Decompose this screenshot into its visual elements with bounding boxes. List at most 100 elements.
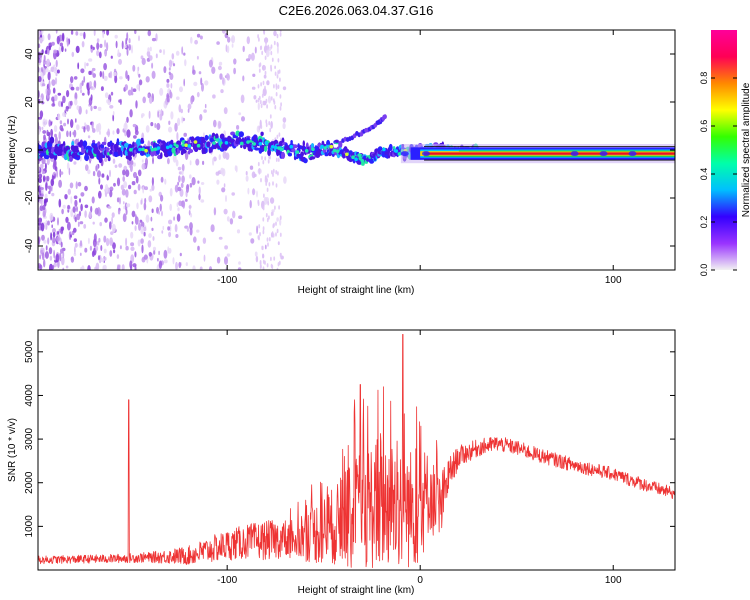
- spectrogram-cell: [273, 30, 277, 37]
- spectrogram-cell: [226, 73, 230, 81]
- spectrogram-cell: [128, 44, 131, 51]
- spectrogram-cell: [304, 149, 309, 153]
- spectrogram-cell: [139, 219, 143, 223]
- spectrogram-cell: [264, 244, 267, 250]
- spectrogram-cell: [140, 137, 144, 143]
- spectrogram-cell: [141, 244, 144, 254]
- spectrogram-cell: [104, 92, 109, 99]
- spectrogram-cell: [183, 132, 187, 137]
- spectrogram-cell: [99, 43, 103, 49]
- spectrogram-cell: [178, 171, 182, 175]
- spectrogram-cell: [125, 70, 128, 79]
- spectrogram-cell: [181, 170, 184, 176]
- spectrogram-cell: [61, 45, 64, 53]
- spectrogram-cell: [213, 119, 217, 128]
- spectrogram-cell: [58, 131, 61, 141]
- colorbar-ticks: 0.0 0.2 0.4 0.6 0.8: [699, 72, 737, 276]
- spectrogram-cell: [38, 217, 42, 224]
- spectrogram-cell: [145, 76, 150, 83]
- spectrogram-cell: [383, 114, 387, 120]
- spectrogram-cell: [278, 132, 281, 137]
- spectrogram-content: [38, 30, 675, 270]
- spectrogram-cell: [88, 81, 93, 87]
- spectrogram-cell: [79, 221, 84, 225]
- spectrogram-cell: [109, 105, 114, 109]
- spectrogram-cell: [186, 226, 189, 232]
- spectrogram-cell: [83, 126, 86, 133]
- spectrogram-cell: [84, 185, 88, 192]
- spectrogram-cell: [338, 140, 343, 149]
- spectrogram-cell: [87, 237, 90, 245]
- spectrogram-cell: [270, 121, 273, 129]
- spectrogram-cell: [128, 184, 132, 190]
- spectrogram-cell: [50, 66, 55, 73]
- spectrogram-cell: [125, 245, 129, 251]
- spectrogram-cell: [131, 210, 136, 218]
- spectrogram-cell: [88, 70, 92, 75]
- spectrogram-cell: [151, 70, 156, 79]
- spectrogram-cell: [109, 150, 113, 154]
- spectrogram-cell: [43, 177, 45, 183]
- spectrogram-cell: [85, 109, 88, 115]
- spectrogram-cell: [198, 142, 204, 149]
- spectrogram-cell: [104, 217, 108, 223]
- spectrogram-cell: [268, 237, 271, 242]
- spectrogram-cell: [49, 212, 54, 221]
- spectrogram-cell: [138, 73, 141, 78]
- spectrogram-cell: [84, 210, 87, 218]
- spectrogram-cell: [47, 185, 51, 189]
- spectrogram-cell: [245, 175, 249, 182]
- spectrogram-cell: [148, 233, 152, 239]
- spectrogram-cell: [52, 99, 55, 106]
- spectrogram-cell: [215, 138, 219, 142]
- spectrogram-cell: [119, 197, 121, 205]
- spectrogram-cell: [261, 245, 264, 251]
- spectrogram-cell: [87, 265, 91, 270]
- spectrogram-cell: [628, 151, 637, 157]
- spectrogram-cell: [262, 259, 265, 264]
- spectrogram-cell: [180, 108, 183, 114]
- spectrogram-cell: [50, 232, 53, 241]
- spectrogram-cell: [189, 174, 192, 179]
- spectrogram-cell: [74, 92, 78, 101]
- spectrogram-cell: [276, 267, 279, 270]
- spectrogram-cell: [81, 80, 84, 87]
- spectrogram-cell: [332, 148, 337, 153]
- spectrogram-cell: [77, 62, 80, 70]
- spectrogram-cell: [112, 111, 115, 116]
- spectrogram-cell: [65, 265, 69, 269]
- spectrogram-cell: [213, 207, 217, 216]
- spectrogram-cell: [103, 63, 107, 71]
- spectrogram-cell: [279, 30, 282, 33]
- spectrogram-cell: [93, 105, 97, 110]
- spectrogram-cell: [226, 45, 230, 54]
- spectrogram-cell: [150, 149, 156, 157]
- spectrogram-cell: [279, 232, 282, 237]
- spectrogram-cell: [89, 210, 92, 218]
- spectrogram-cell: [86, 62, 89, 67]
- spectrogram-cell: [309, 156, 316, 160]
- spectrogram-cell: [174, 122, 178, 132]
- spectrogram-cell: [43, 239, 47, 244]
- spectrogram-cell: [191, 177, 196, 186]
- spectrogram-cell: [70, 76, 74, 84]
- spectrogram-cell: [267, 95, 272, 104]
- spectrogram-cell: [100, 258, 105, 263]
- spectrogram-cell: [270, 197, 275, 204]
- spectrogram-cell: [126, 116, 129, 123]
- spectrogram-cell: [251, 86, 256, 90]
- spectrogram-cell: [279, 218, 282, 226]
- spectrogram-cell: [262, 253, 265, 259]
- spectrogram-cell: [252, 73, 256, 78]
- spectrogram-cell: [130, 242, 135, 247]
- spectrogram-cell: [121, 188, 126, 196]
- spectrogram-cell: [224, 245, 229, 250]
- spectrogram-cell: [96, 38, 100, 43]
- spectrogram-cell: [42, 34, 45, 42]
- spectrogram-cell: [38, 76, 42, 83]
- spectrogram-cell: [132, 263, 137, 268]
- spectrogram-cell: [277, 146, 281, 150]
- spectrogram-cell: [225, 44, 228, 53]
- spectrogram-cell: [292, 144, 298, 149]
- spectrogram-cell: [258, 37, 260, 42]
